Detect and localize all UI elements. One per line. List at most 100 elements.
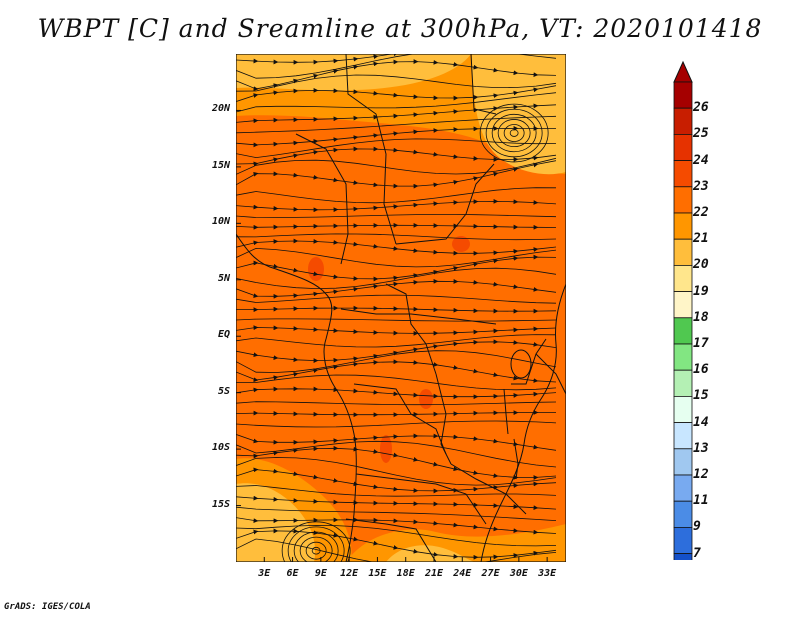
streamline (236, 238, 557, 256)
lon-label: 3E (258, 568, 271, 579)
streamline (236, 339, 557, 363)
colorbar-swatch (673, 81, 693, 109)
streamline (236, 222, 557, 230)
lon-label: 24E (453, 568, 472, 579)
colorbar-label: 12 (693, 467, 709, 482)
streamline (236, 278, 557, 299)
lat-label: 10S (211, 442, 230, 454)
colorbar-swatch (673, 317, 693, 345)
vortex-ring (311, 546, 321, 555)
streamline (236, 59, 557, 92)
colorbar-label: 17 (693, 336, 709, 351)
streamline (236, 103, 557, 124)
lakes (503, 349, 532, 480)
lat-label: 5S (217, 385, 230, 397)
vortex-ring (491, 113, 537, 153)
lon-label: 18E (396, 568, 415, 579)
colorbar-label: 14 (693, 414, 709, 430)
lat-label: 15S (211, 498, 230, 510)
vortex-ring (281, 521, 351, 562)
lon-label: 12E (340, 568, 359, 579)
lat-label: 15N (211, 159, 230, 171)
vortex-ring (305, 541, 327, 560)
vortex-ring (485, 108, 543, 158)
colorbar-swatch (673, 500, 693, 528)
country-borders (236, 54, 566, 562)
colorbar-swatch (673, 526, 693, 554)
streamline (236, 146, 557, 167)
lon-label: 21E (424, 568, 444, 579)
colorbar-swatch (673, 186, 693, 214)
colorbar-label: 19 (693, 283, 709, 299)
colorbar-label: 16 (693, 362, 709, 378)
colorbar-label: 25 (693, 126, 709, 142)
lat-label: 5N (217, 272, 230, 284)
streamline (236, 160, 557, 189)
colorbar-swatch (673, 212, 693, 240)
streamline (236, 386, 557, 400)
colorbar-swatch (673, 238, 693, 266)
colorbar-swatch (673, 160, 693, 188)
colorbar-swatch (673, 474, 693, 502)
streamline (236, 420, 557, 428)
colorbar-swatch (673, 343, 693, 371)
axis-ticks (236, 109, 548, 562)
lat-label: 20N (211, 103, 230, 115)
streamline (236, 401, 557, 406)
wbpt-spot-23 (419, 389, 433, 409)
colorbar-label: 20 (693, 257, 709, 273)
streamline (236, 495, 557, 511)
streamline (236, 214, 557, 219)
colorbar-label: 11 (693, 493, 709, 509)
colorbar-swatch (673, 369, 693, 397)
colorbar-label: 13 (693, 440, 709, 456)
wbpt-spot-23 (380, 435, 392, 463)
streamlines (236, 54, 557, 562)
streamline (236, 467, 557, 494)
vortex-ring (479, 103, 549, 163)
lat-label: EQ (217, 329, 230, 341)
colorbar-swatch (673, 553, 693, 560)
streamline (236, 85, 557, 102)
colorbar-swatch (673, 291, 693, 319)
colorbar-swatch (673, 134, 693, 162)
map-panel (236, 54, 566, 562)
streamline (236, 254, 557, 282)
streamline (236, 410, 556, 418)
colorbar-label: 21 (693, 231, 709, 247)
lon-label: 27E (481, 568, 500, 579)
vortex-ring (509, 129, 519, 137)
colorbar-label: 7 (693, 545, 701, 561)
grads-credit: GrADS: IGES/COLA (4, 602, 91, 612)
streamline (236, 506, 557, 521)
colorbar-swatch (673, 264, 693, 292)
streamline (236, 126, 557, 148)
streamline (236, 325, 557, 336)
lon-label: 33E (538, 568, 557, 579)
lon-label: 30E (509, 568, 528, 579)
streamline (236, 433, 557, 451)
colorbar-label: 9 (693, 519, 701, 535)
streamline (236, 294, 557, 304)
colorbar-swatch (673, 107, 693, 135)
colorbar-top-arrow (673, 60, 693, 83)
colorbar-label: 24 (693, 152, 709, 168)
colorbar-label: 22 (693, 205, 709, 220)
wbpt-spot-23 (308, 257, 324, 281)
streamline (236, 198, 557, 213)
map-svg (236, 54, 566, 562)
streamline (236, 305, 557, 314)
colorbar-label: 26 (693, 100, 709, 116)
vortex-ring (497, 119, 531, 148)
colorbar-swatch (673, 395, 693, 423)
cyclone-vortices (281, 103, 549, 562)
colorbar-label: 23 (693, 178, 709, 194)
map-title: WBPT [C] and Sreamline at 300hPa, VT: 20… (37, 14, 763, 43)
vortex-ring (287, 526, 345, 562)
vortex-ring (293, 531, 339, 562)
streamline (236, 318, 557, 322)
lon-label: 6E (286, 568, 299, 579)
lon-label: 9E (314, 568, 327, 579)
colorbar-label: 15 (693, 388, 709, 404)
streamline (236, 528, 557, 560)
